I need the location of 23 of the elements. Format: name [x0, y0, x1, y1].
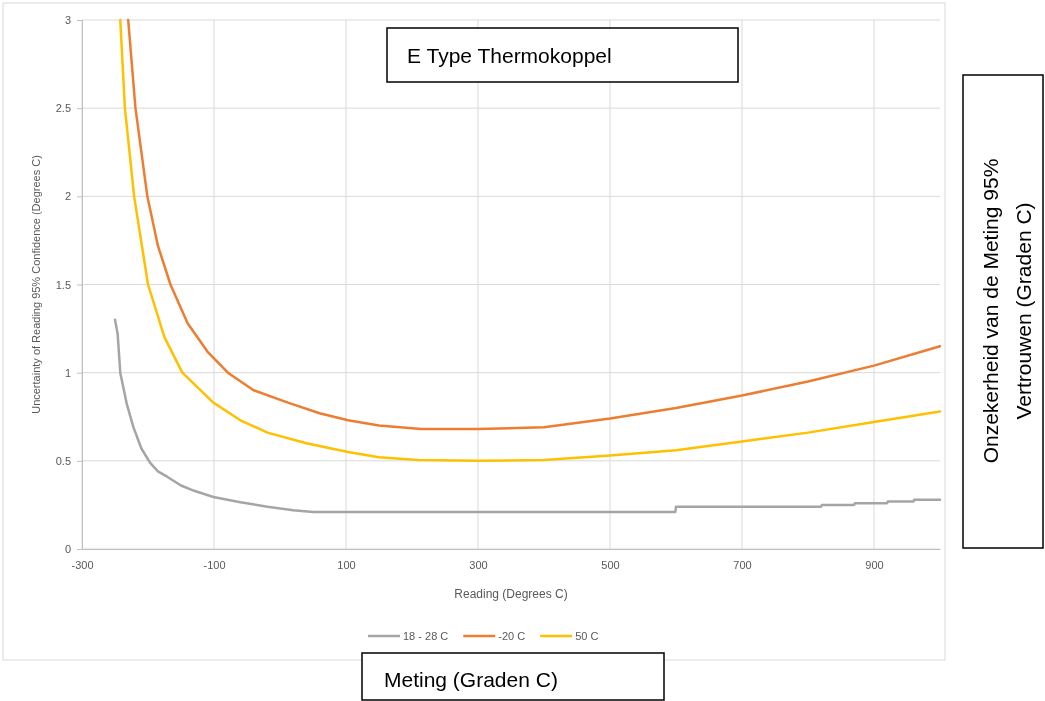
- x-axis-title: Reading (Degrees C): [454, 587, 568, 601]
- legend-label: -20 C: [498, 630, 526, 642]
- x-tick-label: 900: [865, 558, 884, 571]
- x-tick-label: -300: [71, 558, 94, 571]
- x-tick-label: 700: [733, 558, 752, 571]
- y-tick-label: 0.5: [55, 454, 71, 467]
- text: Meting (Graden C): [384, 668, 558, 691]
- y-tick-label: 3: [64, 14, 71, 27]
- y-tick-label: 2: [64, 190, 71, 203]
- x-tick-label: 500: [601, 558, 620, 571]
- y-axis-title: Uncertainty of Reading 95% Confidence (Degrees C): [30, 155, 42, 414]
- x-tick-label: 100: [337, 558, 356, 571]
- line-series: [113, 318, 942, 514]
- legend-label: 50 C: [575, 630, 599, 642]
- y-tick-label: 2.5: [55, 102, 71, 115]
- text: E Type Thermokoppel: [407, 44, 612, 67]
- x-tick-label: 300: [469, 558, 488, 571]
- x-tick-label: -100: [203, 558, 226, 571]
- y-tick-label: 1.5: [55, 278, 71, 291]
- text: Onzekerheid van de Meting 95% Vertrouwen (Graden C): [979, 158, 1035, 464]
- y-tick-label: 0: [64, 543, 71, 556]
- legend-label: 18 - 28 C: [403, 630, 449, 642]
- y-tick-label: 1: [64, 366, 71, 379]
